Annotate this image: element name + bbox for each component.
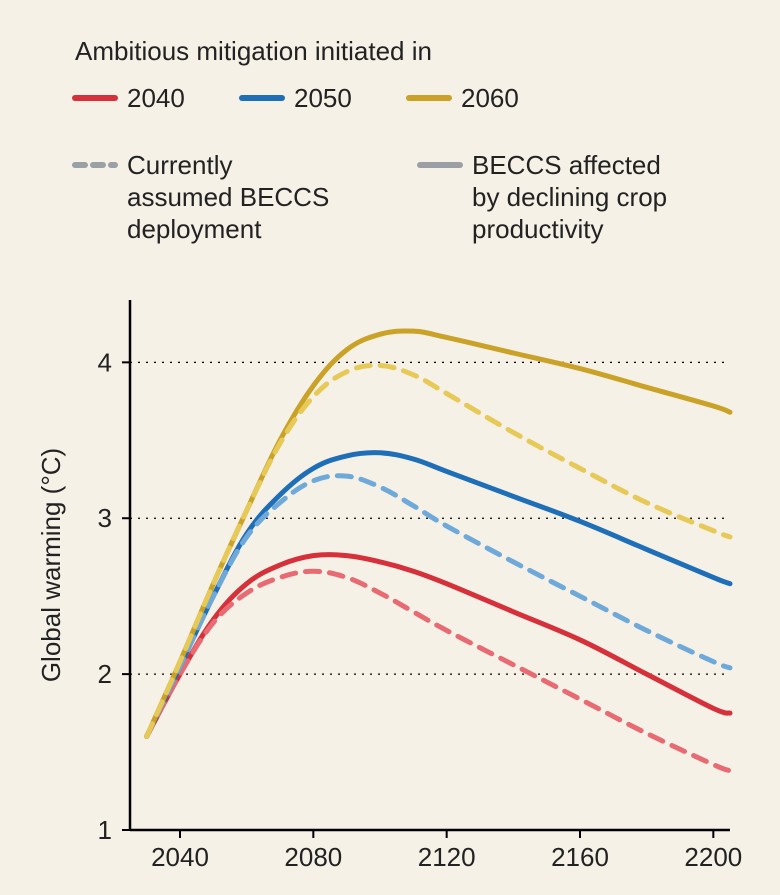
y-tick-label-3: 3 [98, 503, 112, 533]
x-tick-label-2160: 2160 [551, 842, 609, 872]
legend-label-2040: 2040 [127, 83, 185, 113]
chart-panel: Ambitious mitigation initiated in 2040 20… [0, 0, 780, 895]
legend-title: Ambitious mitigation initiated in [75, 36, 432, 66]
x-tick-label-2080: 2080 [284, 842, 342, 872]
panel-background [0, 0, 780, 895]
x-tick-label-2120: 2120 [418, 842, 476, 872]
y-tick-label-4: 4 [98, 347, 112, 377]
legend-dashed-line-1: assumed BECCS [127, 182, 329, 212]
x-tick-label-2200: 2200 [684, 842, 742, 872]
x-tick-label-2040: 2040 [151, 842, 209, 872]
y-tick-label-1: 1 [98, 815, 112, 845]
legend-dashed-line-2: deployment [127, 214, 262, 244]
y-tick-label-2: 2 [98, 659, 112, 689]
legend-label-2060: 2060 [461, 83, 519, 113]
legend-solid-line-1: by declining crop [472, 182, 667, 212]
y-axis-label: Global warming (°C) [36, 448, 66, 682]
chart-svg: Ambitious mitigation initiated in 2040 20… [0, 0, 780, 895]
legend-label-2050: 2050 [294, 83, 352, 113]
legend-solid-line-2: productivity [472, 214, 604, 244]
legend-dashed-line-0: Currently [127, 150, 232, 180]
legend-solid-line-0: BECCS affected [472, 150, 661, 180]
